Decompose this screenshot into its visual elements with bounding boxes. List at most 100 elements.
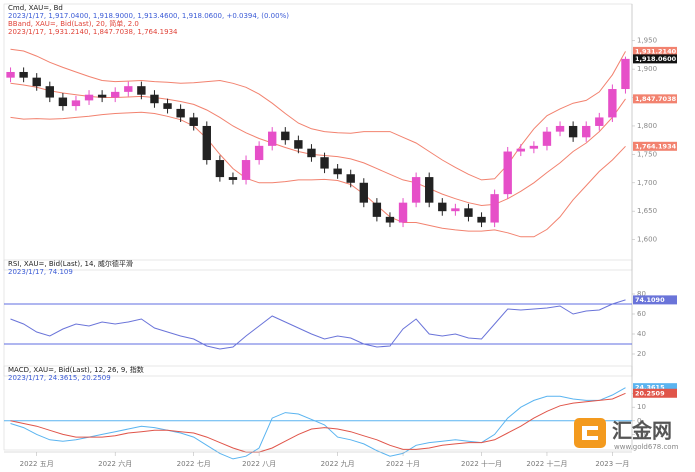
- candle-body: [346, 174, 355, 183]
- watermark: 汇金网 www.gold678.com: [574, 418, 679, 451]
- value-label: 1,918.0600: [635, 55, 677, 63]
- candle-body: [281, 131, 290, 141]
- value-label-box: [633, 54, 677, 64]
- value-label: 20.2509: [635, 389, 665, 397]
- panel-subtitle: 2023/1/17, 24.3615, 20.2509: [8, 374, 111, 382]
- y-tick-label: 1,750: [637, 150, 657, 158]
- value-label: 1,764.1934: [635, 142, 677, 150]
- candle-body: [241, 160, 251, 180]
- candle-body: [451, 208, 460, 212]
- series-line: [10, 111, 626, 238]
- candle-body: [516, 148, 525, 152]
- panel-title: MACD, XAU=, Bid(Last), 12, 26, 9, 指数: [8, 365, 144, 374]
- panel-title: Cmd, XAU=, Bd: [8, 4, 63, 12]
- candle-body: [411, 177, 421, 203]
- candle-body: [529, 145, 539, 149]
- candle-body: [97, 94, 107, 98]
- logo-url: www.gold678.com: [614, 443, 679, 451]
- candle-body: [202, 125, 211, 161]
- candle-body: [32, 77, 41, 87]
- y-tick-label: 0: [637, 417, 641, 425]
- candle-body: [84, 94, 94, 101]
- candle-body: [189, 117, 198, 126]
- candle-body: [124, 86, 133, 92]
- annotation: 2023/1/17, 1,931.2140, 1,847.7038, 1,764…: [8, 28, 178, 36]
- candle-body: [111, 91, 120, 98]
- logo-text: 汇金网: [612, 419, 672, 443]
- candle-body: [438, 202, 447, 212]
- candle-body: [333, 168, 342, 175]
- value-label-box: [633, 295, 677, 305]
- candle-body: [215, 160, 225, 178]
- logo-glyph: [582, 426, 598, 440]
- value-label: 1,847.7038: [635, 95, 677, 103]
- y-tick-label: 10: [637, 403, 646, 411]
- candle-body: [425, 177, 434, 203]
- panel-subtitle: 2023/1/17, 1,917.0400, 1,918.9000, 1,913…: [8, 12, 289, 20]
- x-tick-label: 2022 七月: [177, 459, 211, 468]
- series-line: [10, 48, 626, 181]
- y-tick-label: 1,900: [637, 65, 657, 73]
- candle-body: [176, 108, 185, 118]
- annotation: BBand, XAU=, Bid(Last), 20, 简单, 2.0: [8, 19, 139, 28]
- x-tick-label: 2022 十月: [386, 459, 420, 468]
- candle-body: [45, 86, 54, 98]
- y-tick-label: 1,700: [637, 179, 657, 187]
- candle-body: [307, 148, 316, 158]
- value-label-box: [633, 46, 677, 56]
- candle-body: [398, 202, 408, 223]
- x-tick-label: 2023 一月: [595, 460, 629, 468]
- candle-body: [464, 208, 473, 217]
- y-tick-label: -10: [637, 430, 648, 438]
- candle-body: [582, 125, 591, 138]
- y-tick-label: 20: [637, 350, 646, 358]
- candle-body: [150, 94, 159, 104]
- y-tick-label: 60: [637, 310, 646, 318]
- candle-body: [568, 125, 578, 138]
- candle-body: [320, 157, 329, 169]
- value-label-box: [633, 94, 677, 104]
- series-line: [10, 299, 626, 350]
- value-label: 1,931.2140: [635, 47, 677, 55]
- y-tick-label: 1,800: [637, 122, 657, 130]
- value-label-box: [633, 388, 677, 398]
- candle-body: [503, 151, 512, 195]
- candle-body: [542, 131, 552, 146]
- candle-body: [621, 58, 630, 90]
- value-label: 74.1090: [635, 296, 665, 304]
- candle-body: [19, 71, 28, 78]
- x-tick-label: 2022 十二月: [526, 459, 567, 468]
- logo-icon: [574, 418, 606, 448]
- series-line: [10, 387, 626, 460]
- x-tick-label: 2022 六月: [98, 459, 132, 468]
- candle-body: [555, 125, 565, 132]
- candle-body: [268, 131, 277, 146]
- candle-body: [137, 86, 146, 95]
- x-tick-label: 2022 十一月: [461, 459, 502, 468]
- x-tick-label: 2022 八月: [242, 460, 276, 468]
- candle-body: [595, 117, 604, 126]
- value-label-box: [633, 383, 677, 393]
- candle-body: [71, 100, 81, 107]
- candle-body: [228, 177, 238, 180]
- y-tick-label: 80: [637, 290, 646, 298]
- x-tick-label: 2022 五月: [20, 460, 54, 468]
- value-label-box: [633, 141, 677, 151]
- candle-body: [58, 97, 68, 107]
- candle-body: [372, 202, 382, 217]
- candle-body: [254, 145, 264, 161]
- panel-title: RSI, XAU=, Bid(Last), 14, 威尔德平滑: [8, 259, 133, 268]
- candle-body: [385, 216, 395, 223]
- candle-body: [490, 194, 499, 223]
- panel-subtitle: 2023/1/17, 74.109: [8, 268, 73, 276]
- y-tick-label: 1,600: [637, 236, 657, 244]
- candle-body: [477, 216, 486, 223]
- candle-body: [294, 140, 303, 149]
- y-tick-label: 1,650: [637, 207, 657, 215]
- series-line: [10, 392, 626, 453]
- candle-body: [608, 89, 617, 118]
- candle-body: [6, 71, 15, 78]
- y-tick-label: 40: [637, 330, 646, 338]
